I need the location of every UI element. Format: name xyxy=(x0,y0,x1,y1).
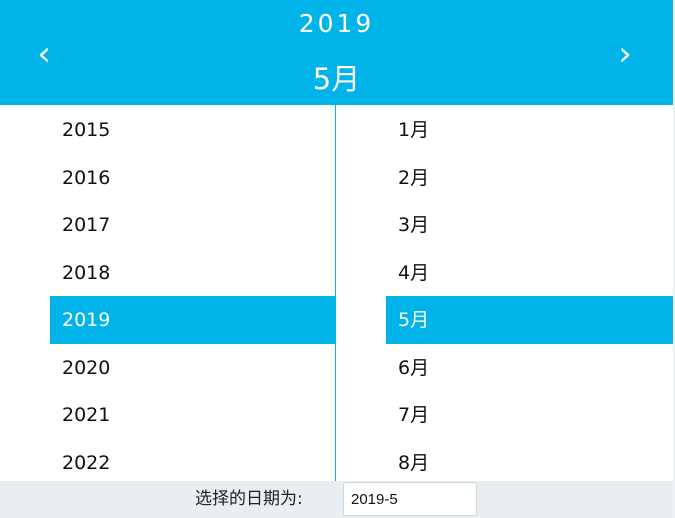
year-item[interactable]: 2017 xyxy=(62,214,111,236)
year-item[interactable]: 2019 xyxy=(50,296,335,344)
scrollbar-track xyxy=(673,0,675,518)
header-month: 5月 xyxy=(312,62,361,96)
month-item[interactable]: 8月 xyxy=(398,451,430,474)
month-item[interactable]: 3月 xyxy=(398,214,430,236)
month-item[interactable]: 5月 xyxy=(386,296,673,344)
chevron-right-icon[interactable]: › xyxy=(618,34,632,74)
year-item[interactable]: 2016 xyxy=(62,166,111,189)
month-item[interactable]: 2月 xyxy=(398,166,430,189)
month-item[interactable]: 1月 xyxy=(398,119,430,141)
header-year: 2019 xyxy=(298,9,375,38)
year-list[interactable]: 2015 2016 2017 2018 2019 2020 2021 2022 xyxy=(0,105,336,481)
year-item[interactable]: 2021 xyxy=(62,404,111,426)
year-item[interactable]: 2022 xyxy=(62,451,111,474)
selected-date-label: 选择的日期为: xyxy=(195,489,303,509)
picker-header: ‹ 2019 5月 › xyxy=(0,0,673,105)
month-item[interactable]: 4月 xyxy=(398,261,430,284)
month-item[interactable]: 7月 xyxy=(398,404,430,426)
selection-footer: 选择的日期为: xyxy=(0,481,673,518)
year-item[interactable]: 2018 xyxy=(62,261,111,284)
month-item[interactable]: 6月 xyxy=(398,356,430,379)
year-item[interactable]: 2015 xyxy=(62,119,111,141)
month-list[interactable]: 1月 2月 3月 4月 5月 6月 7月 8月 xyxy=(336,105,673,481)
selected-date-input[interactable] xyxy=(343,482,477,516)
chevron-left-icon[interactable]: ‹ xyxy=(37,34,51,74)
year-item[interactable]: 2020 xyxy=(62,356,111,379)
